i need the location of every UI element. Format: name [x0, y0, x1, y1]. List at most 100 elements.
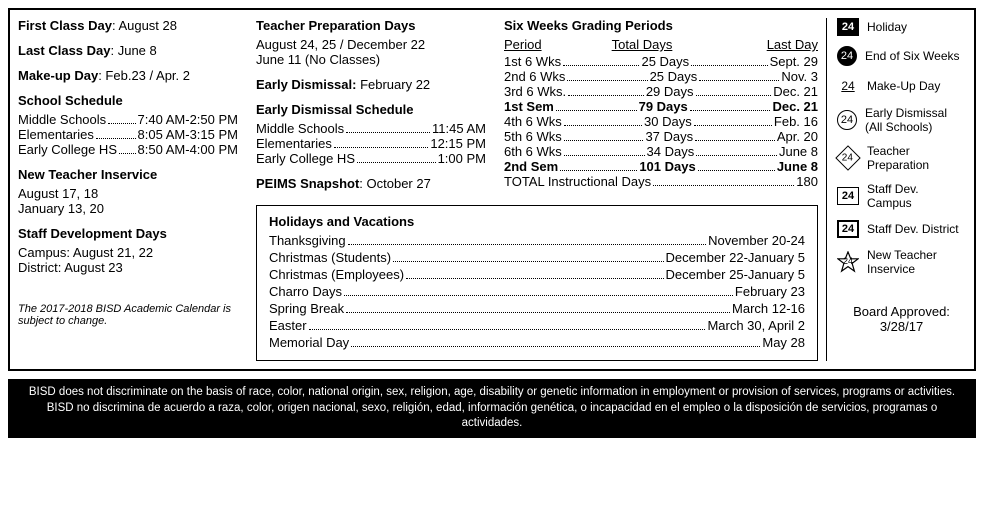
- grading-last: Sept. 29: [770, 54, 818, 69]
- holiday-value: March 12-16: [732, 301, 805, 316]
- grading-days: 30 Days: [644, 114, 692, 129]
- grading-last: June 8: [779, 144, 818, 159]
- grading-last: Dec. 21: [772, 99, 818, 114]
- grading-label: 1st Sem: [504, 99, 554, 114]
- legend: 24 Holiday 24 End of Six Weeks 24 Make-U…: [826, 18, 966, 361]
- grading-days: 29 Days: [646, 84, 694, 99]
- grading-row: 1st Sem 79 Days Dec. 21: [504, 99, 818, 114]
- grading-days: 34 Days: [647, 144, 695, 159]
- ed-label: Early College HS: [256, 151, 355, 166]
- grading-label: 2nd 6 Wks: [504, 69, 565, 84]
- column-1: First Class Day: August 28 Last Class Da…: [18, 18, 238, 361]
- grading-days: 79 Days: [639, 99, 688, 114]
- schedule-label: Middle Schools: [18, 112, 106, 127]
- legend-label: Make-Up Day: [867, 79, 940, 93]
- holiday-row: ThanksgivingNovember 20-24: [269, 233, 805, 248]
- grading-label: 1st 6 Wks: [504, 54, 561, 69]
- ed-value: 11:45 AM: [432, 121, 486, 136]
- footer-es: BISD no discrimina de acuerdo a raza, co…: [18, 401, 966, 432]
- schedule-row: Early College HS 8:50 AM-4:00 PM: [18, 142, 238, 157]
- schedule-label: Early College HS: [18, 142, 117, 157]
- schedule-value: 7:40 AM-2:50 PM: [138, 112, 238, 127]
- holiday-label: Memorial Day: [269, 335, 349, 350]
- school-schedule-title: School Schedule: [18, 93, 238, 108]
- legend-early-dismissal: 24 Early Dismissal (All Schools): [837, 106, 966, 134]
- staff-dev-campus-icon: 24: [837, 187, 859, 205]
- ed-value: 1:00 PM: [438, 151, 486, 166]
- grading-days: 25 Days: [650, 69, 698, 84]
- staff-dev-line: Campus: August 21, 22: [18, 245, 238, 260]
- makeup-icon: 24: [837, 76, 859, 96]
- grading-last: Apr. 20: [777, 129, 818, 144]
- grading-last: Nov. 3: [781, 69, 818, 84]
- holiday-label: Easter: [269, 318, 307, 333]
- board-approved: Board Approved: 3/28/17: [837, 304, 966, 334]
- holiday-value: December 25-January 5: [666, 267, 805, 282]
- peims-label: PEIMS Snapshot: [256, 176, 359, 191]
- total-instructional-value: 180: [796, 174, 818, 189]
- holiday-label: Charro Days: [269, 284, 342, 299]
- holiday-value: December 22-January 5: [666, 250, 805, 265]
- teacher-prep-line: June 11 (No Classes): [256, 52, 486, 67]
- grading-row: 2nd 6 Wks 25 Days Nov. 3: [504, 69, 818, 84]
- new-teacher-icon: 24: [837, 251, 859, 273]
- holidays-box: Holidays and Vacations ThanksgivingNovem…: [256, 205, 818, 361]
- nondiscrimination-footer: BISD does not discriminate on the basis …: [8, 379, 976, 438]
- new-teacher-title: New Teacher Inservice: [18, 167, 238, 182]
- column-2: Teacher Preparation Days August 24, 25 /…: [256, 18, 486, 201]
- holidays-title: Holidays and Vacations: [269, 214, 805, 229]
- grading-label: 2nd Sem: [504, 159, 558, 174]
- makeup-label: Make-up Day: [18, 68, 98, 83]
- peims-value: : October 27: [359, 176, 431, 191]
- grading-hdr-last: Last Day: [688, 37, 818, 52]
- holiday-value: November 20-24: [708, 233, 805, 248]
- teacher-prep-title: Teacher Preparation Days: [256, 18, 486, 33]
- grading-last: Feb. 16: [774, 114, 818, 129]
- legend-label: Early Dismissal (All Schools): [865, 106, 966, 134]
- ed-schedule-row: Early College HS 1:00 PM: [256, 151, 486, 166]
- grading-last: June 8: [777, 159, 818, 174]
- grading-row: 4th 6 Wks30 DaysFeb. 16: [504, 114, 818, 129]
- grading-row: 1st 6 Wks25 DaysSept. 29: [504, 54, 818, 69]
- new-teacher-line: January 13, 20: [18, 201, 238, 216]
- grading-days: 37 Days: [645, 129, 693, 144]
- legend-staff-dev-district: 24 Staff Dev. District: [837, 220, 966, 238]
- legend-holiday: 24 Holiday: [837, 18, 966, 36]
- footer-en: BISD does not discriminate on the basis …: [18, 385, 966, 401]
- holiday-value: February 23: [735, 284, 805, 299]
- grading-title: Six Weeks Grading Periods: [504, 18, 818, 33]
- legend-teacher-prep: 24 Teacher Preparation: [837, 144, 966, 172]
- schedule-row: Elementaries8:05 AM-3:15 PM: [18, 127, 238, 142]
- teacher-prep-line: August 24, 25 / December 22: [256, 37, 486, 52]
- calendar-panel: First Class Day: August 28 Last Class Da…: [8, 8, 976, 371]
- last-class-value: : June 8: [111, 43, 157, 58]
- grading-label: 6th 6 Wks: [504, 144, 562, 159]
- schedule-label: Elementaries: [18, 127, 94, 142]
- holiday-row: Memorial DayMay 28: [269, 335, 805, 350]
- end-six-weeks-icon: 24: [837, 46, 857, 66]
- grading-row: 2nd Sem101 DaysJune 8: [504, 159, 818, 174]
- holiday-row: EasterMarch 30, April 2: [269, 318, 805, 333]
- staff-dev-line: District: August 23: [18, 260, 238, 275]
- holiday-row: Charro Days February 23: [269, 284, 805, 299]
- legend-label: New Teacher Inservice: [867, 248, 966, 276]
- early-dismissal-icon: 24: [837, 110, 857, 130]
- calendar-note: The 2017-2018 BISD Academic Calendar is …: [18, 303, 238, 327]
- makeup-value: : Feb.23 / Apr. 2: [98, 68, 190, 83]
- legend-label: Staff Dev. District: [867, 222, 959, 236]
- main-columns: First Class Day: August 28 Last Class Da…: [18, 18, 818, 361]
- first-class-label: First Class Day: [18, 18, 112, 33]
- staff-dev-title: Staff Development Days: [18, 226, 238, 241]
- legend-label: Holiday: [867, 20, 907, 34]
- ed-schedule-row: Middle Schools11:45 AM: [256, 121, 486, 136]
- holiday-label: Christmas (Students): [269, 250, 391, 265]
- grading-hdr-period: Period: [504, 37, 596, 52]
- legend-end-six-weeks: 24 End of Six Weeks: [837, 46, 966, 66]
- holiday-label: Christmas (Employees): [269, 267, 404, 282]
- ed-value: 12:15 PM: [430, 136, 486, 151]
- first-class-value: : August 28: [112, 18, 177, 33]
- ed-schedule-row: Elementaries12:15 PM: [256, 136, 486, 151]
- legend-label: Staff Dev. Campus: [867, 182, 966, 210]
- legend-new-teacher: 24 New Teacher Inservice: [837, 248, 966, 276]
- schedule-value: 8:50 AM-4:00 PM: [138, 142, 238, 157]
